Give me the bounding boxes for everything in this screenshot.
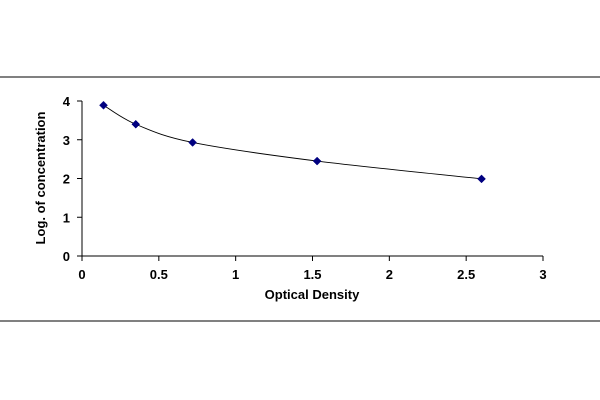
data-point-marker xyxy=(312,156,322,166)
data-points xyxy=(99,100,486,184)
y-axis-ticks: 0 1 2 3 4 xyxy=(63,94,82,264)
x-axis-ticks: 0 0.5 1 1.5 2 2.5 3 xyxy=(78,256,547,282)
fitted-curve-line xyxy=(103,104,482,180)
x-tick-label: 2.5 xyxy=(457,267,475,282)
y-tick-label: 3 xyxy=(63,133,70,148)
x-tick-label: 1.5 xyxy=(303,267,321,282)
x-axis-title: Optical Density xyxy=(265,287,360,302)
y-tick-label: 4 xyxy=(63,94,71,109)
y-axis-title: Log. of concentration xyxy=(33,112,48,245)
x-tick-label: 0.5 xyxy=(150,267,168,282)
y-tick-label: 2 xyxy=(63,172,70,187)
x-tick-label: 2 xyxy=(386,267,393,282)
y-tick-label: 0 xyxy=(63,249,70,264)
data-point-marker xyxy=(131,119,141,129)
x-tick-label: 1 xyxy=(232,267,239,282)
data-point-marker xyxy=(99,100,108,110)
data-point-marker xyxy=(477,174,486,184)
data-point-marker xyxy=(188,138,197,147)
x-tick-label: 3 xyxy=(539,267,546,282)
x-tick-label: 0 xyxy=(78,267,85,282)
y-tick-label: 1 xyxy=(63,210,70,225)
